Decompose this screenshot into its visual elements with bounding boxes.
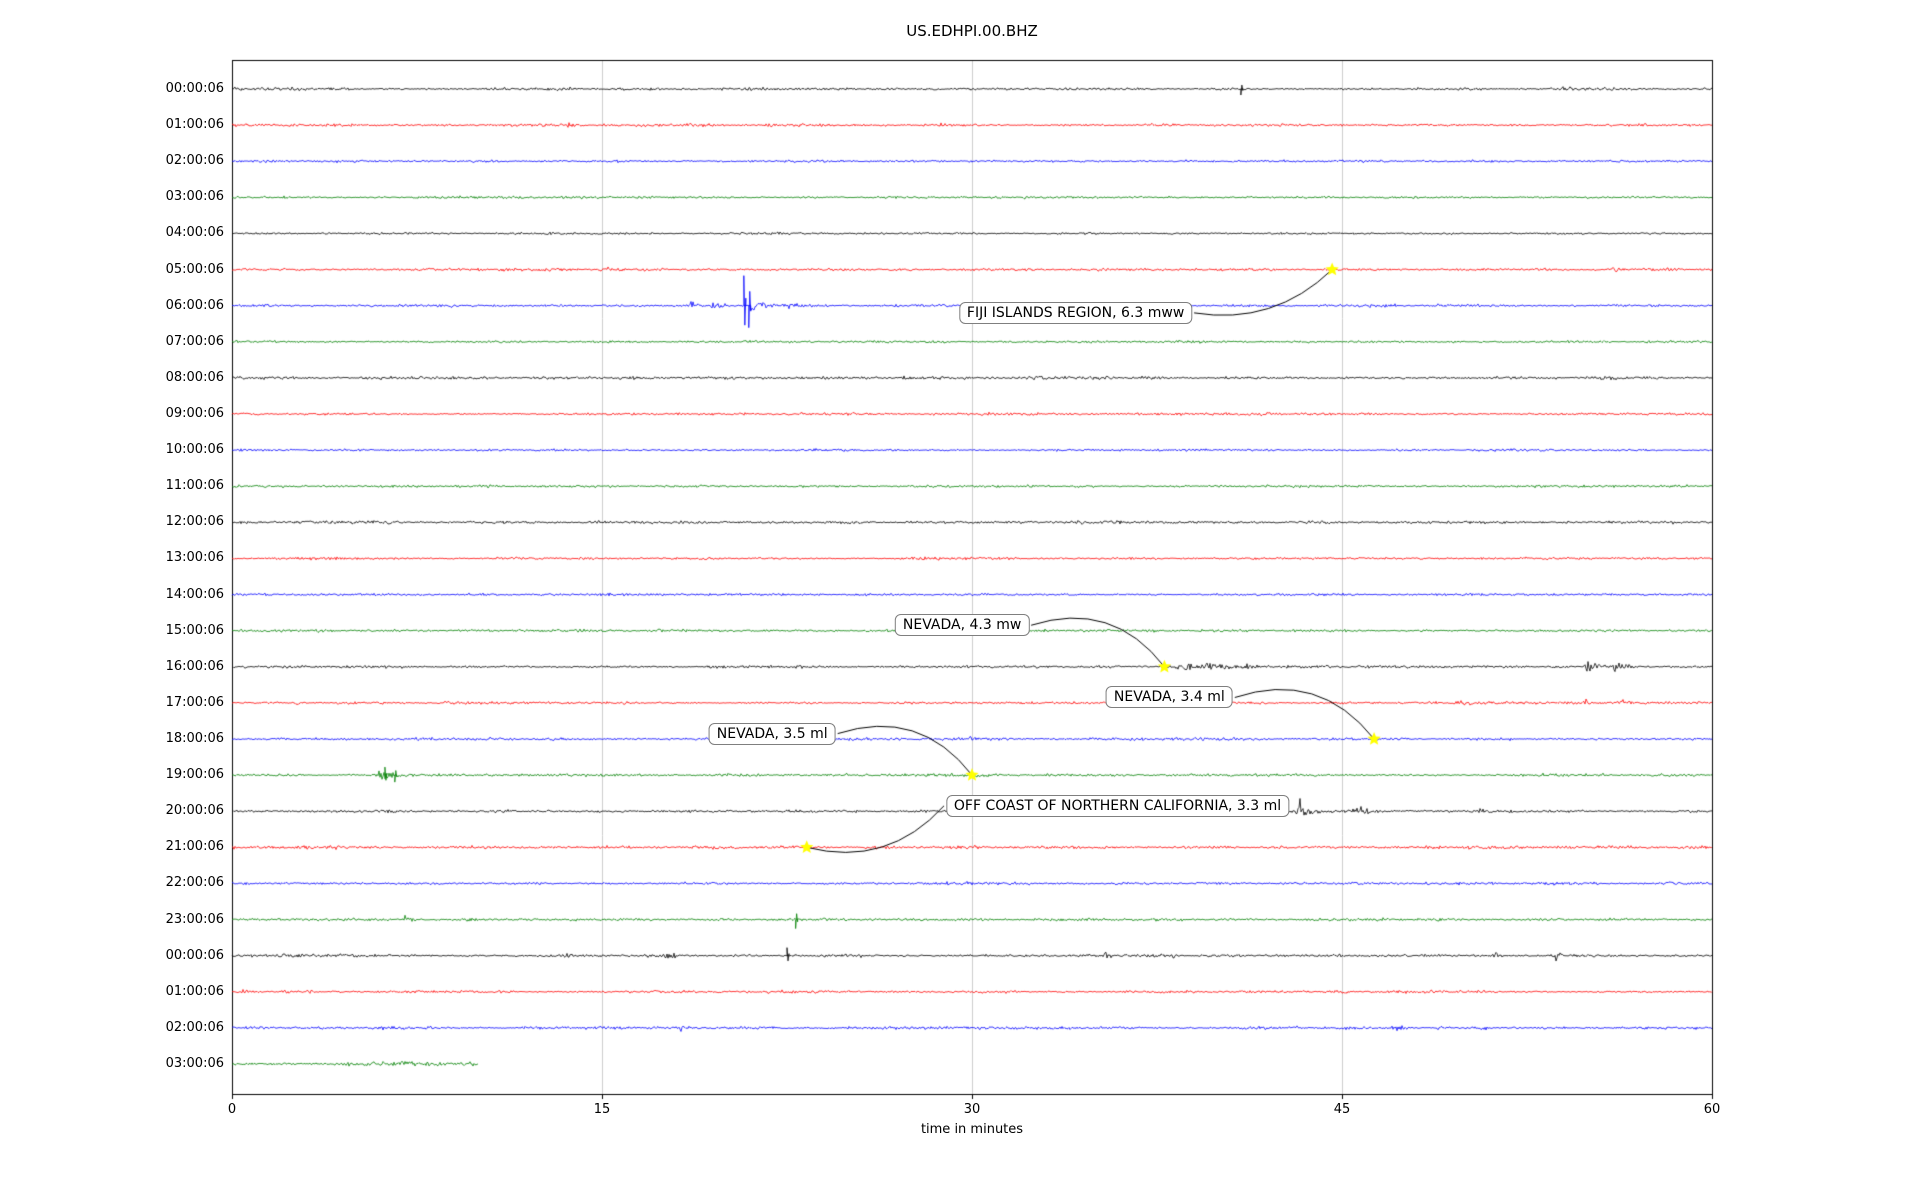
x-axis-tick-label: 60 bbox=[1703, 1102, 1721, 1117]
y-axis-time-label: 14:00:06 bbox=[165, 586, 224, 602]
y-axis-time-label: 02:00:06 bbox=[165, 1019, 224, 1035]
y-axis-time-label: 03:00:06 bbox=[165, 1055, 224, 1071]
event-annotation: FIJI ISLANDS REGION, 6.3 mww bbox=[958, 301, 1193, 324]
x-axis-tick-label: 45 bbox=[1333, 1102, 1351, 1117]
y-axis-time-label: 23:00:06 bbox=[165, 911, 224, 927]
y-axis-time-label: 03:00:06 bbox=[165, 189, 224, 205]
y-axis-time-label: 05:00:06 bbox=[165, 261, 224, 277]
y-axis-time-label: 12:00:06 bbox=[165, 514, 224, 530]
y-axis-time-label: 00:00:06 bbox=[165, 947, 224, 963]
y-axis-time-label: 08:00:06 bbox=[165, 369, 224, 385]
y-axis-time-label: 22:00:06 bbox=[165, 875, 224, 891]
x-axis-tick-label: 15 bbox=[593, 1102, 611, 1117]
chart-title: US.EDHPI.00.BHZ bbox=[906, 22, 1038, 40]
y-axis-time-label: 16:00:06 bbox=[165, 658, 224, 674]
y-axis-time-label: 21:00:06 bbox=[165, 839, 224, 855]
y-axis-time-label: 13:00:06 bbox=[165, 550, 224, 566]
y-axis-time-label: 06:00:06 bbox=[165, 297, 224, 313]
event-annotation: NEVADA, 3.4 ml bbox=[1105, 686, 1233, 709]
x-axis-tick-label: 0 bbox=[227, 1102, 237, 1117]
y-axis-time-label: 10:00:06 bbox=[165, 442, 224, 458]
event-annotation: NEVADA, 4.3 mw bbox=[894, 614, 1030, 637]
y-axis-time-label: 11:00:06 bbox=[165, 478, 224, 494]
event-annotation: OFF COAST OF NORTHERN CALIFORNIA, 3.3 ml bbox=[945, 794, 1290, 817]
y-axis-time-label: 07:00:06 bbox=[165, 333, 224, 349]
x-axis-tick-label: 30 bbox=[963, 1102, 981, 1117]
event-annotation: NEVADA, 3.5 ml bbox=[708, 722, 836, 745]
y-axis-time-label: 01:00:06 bbox=[165, 117, 224, 133]
x-axis-label: time in minutes bbox=[920, 1122, 1024, 1137]
y-axis-time-label: 04:00:06 bbox=[165, 225, 224, 241]
y-axis-time-label: 09:00:06 bbox=[165, 405, 224, 421]
y-axis-time-label: 20:00:06 bbox=[165, 803, 224, 819]
y-axis-time-label: 18:00:06 bbox=[165, 730, 224, 746]
y-axis-time-label: 00:00:06 bbox=[165, 81, 224, 96]
y-axis-time-label: 02:00:06 bbox=[165, 153, 224, 169]
y-axis-time-label: 15:00:06 bbox=[165, 622, 224, 638]
y-axis-time-label: 01:00:06 bbox=[165, 983, 224, 999]
y-axis-time-label: 19:00:06 bbox=[165, 767, 224, 783]
y-axis-time-label: 17:00:06 bbox=[165, 694, 224, 710]
